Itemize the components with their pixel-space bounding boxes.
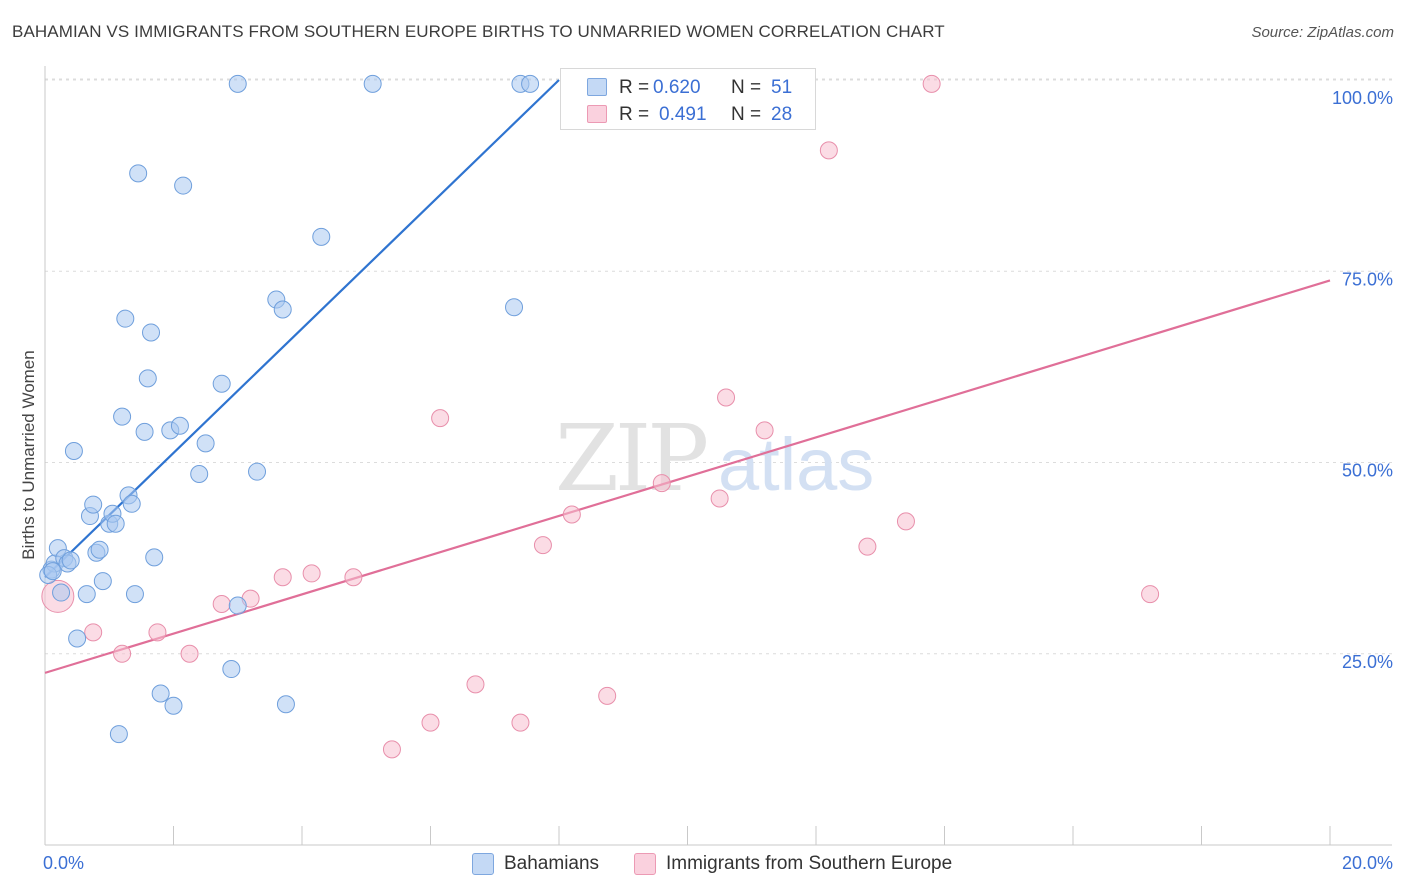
- point-bahamians[interactable]: [90, 540, 109, 559]
- point-bahamians[interactable]: [142, 323, 161, 342]
- watermark-atlas: atlas: [718, 423, 874, 506]
- point-bahamians[interactable]: [228, 74, 247, 93]
- point-immigrants[interactable]: [858, 537, 877, 556]
- point-bahamians[interactable]: [196, 434, 215, 453]
- bahamians-legend-swatch: [472, 853, 494, 875]
- watermark-zip: ZIP: [555, 405, 706, 512]
- y-tick-label: 50.0%: [1342, 461, 1393, 481]
- point-bahamians[interactable]: [77, 585, 96, 604]
- source-label: Source: ZipAtlas.com: [1251, 24, 1394, 41]
- point-immigrants[interactable]: [1141, 585, 1160, 604]
- bahamians-legend-label: Bahamians: [504, 853, 600, 874]
- point-bahamians[interactable]: [116, 309, 135, 328]
- point-immigrants[interactable]: [180, 644, 199, 663]
- point-immigrants[interactable]: [922, 74, 941, 93]
- y-tick-label: 100.0%: [1332, 88, 1393, 108]
- point-immigrants[interactable]: [212, 595, 231, 614]
- grid-layer: [45, 78, 1392, 655]
- point-bahamians[interactable]: [138, 369, 157, 388]
- point-immigrants[interactable]: [717, 388, 736, 407]
- point-immigrants[interactable]: [533, 536, 552, 555]
- point-bahamians[interactable]: [248, 462, 267, 481]
- y-axis-label: Births to Unmarried Women: [19, 350, 38, 559]
- n-label: N =: [731, 77, 762, 98]
- n-value: 28: [771, 104, 793, 125]
- point-immigrants[interactable]: [755, 421, 774, 440]
- point-immigrants[interactable]: [562, 505, 581, 524]
- point-bahamians[interactable]: [222, 660, 241, 679]
- point-bahamians[interactable]: [64, 442, 83, 461]
- point-bahamians[interactable]: [68, 629, 87, 648]
- point-bahamians[interactable]: [276, 695, 295, 714]
- point-bahamians[interactable]: [43, 562, 62, 581]
- point-immigrants[interactable]: [710, 489, 729, 508]
- point-bahamians[interactable]: [228, 596, 247, 615]
- stats-legend: R = 0.620 N = 51 R = 0.491 N = 28: [560, 68, 816, 130]
- point-immigrants[interactable]: [302, 564, 321, 583]
- point-bahamians[interactable]: [212, 374, 231, 393]
- point-immigrants[interactable]: [652, 474, 671, 493]
- point-immigrants[interactable]: [382, 740, 401, 759]
- point-bahamians[interactable]: [151, 684, 170, 703]
- point-bahamians[interactable]: [312, 227, 331, 246]
- point-bahamians[interactable]: [52, 583, 71, 602]
- point-bahamians[interactable]: [106, 514, 125, 533]
- point-bahamians[interactable]: [84, 495, 103, 514]
- x-tick-label-max: 20.0%: [1342, 853, 1393, 873]
- immigrants-swatch: [587, 105, 607, 123]
- point-immigrants[interactable]: [421, 713, 440, 732]
- point-bahamians[interactable]: [164, 696, 183, 715]
- point-bahamians[interactable]: [122, 494, 141, 513]
- point-bahamians[interactable]: [174, 176, 193, 195]
- r-label: R =: [619, 77, 650, 98]
- n-value: 51: [771, 77, 793, 98]
- point-bahamians[interactable]: [135, 422, 154, 441]
- trend-line-bahamians: [44, 79, 560, 579]
- point-immigrants[interactable]: [344, 568, 363, 587]
- point-bahamians[interactable]: [125, 585, 144, 604]
- trend-line-immigrants: [44, 279, 1331, 674]
- point-bahamians[interactable]: [145, 548, 164, 567]
- point-immigrants[interactable]: [819, 141, 838, 160]
- point-immigrants[interactable]: [598, 686, 617, 705]
- point-bahamians[interactable]: [273, 300, 292, 319]
- point-immigrants[interactable]: [431, 409, 450, 428]
- y-tick-label: 25.0%: [1342, 652, 1393, 672]
- y-tick-label: 75.0%: [1342, 269, 1393, 289]
- immigrants-legend-label: Immigrants from Southern Europe: [666, 853, 953, 874]
- point-immigrants[interactable]: [511, 713, 530, 732]
- chart-title: BAHAMIAN VS IMMIGRANTS FROM SOUTHERN EUR…: [12, 22, 945, 41]
- points-layer: [39, 74, 1160, 759]
- point-bahamians[interactable]: [113, 407, 132, 426]
- point-immigrants[interactable]: [84, 623, 103, 642]
- r-value: 0.491: [659, 104, 707, 125]
- trend-layer: [44, 79, 1331, 674]
- point-bahamians[interactable]: [61, 551, 80, 570]
- point-bahamians[interactable]: [129, 164, 148, 183]
- immigrants-legend-swatch: [634, 853, 656, 875]
- point-bahamians[interactable]: [93, 572, 112, 591]
- point-bahamians[interactable]: [190, 464, 209, 483]
- point-immigrants[interactable]: [466, 675, 485, 694]
- point-immigrants[interactable]: [273, 568, 292, 587]
- point-immigrants[interactable]: [896, 512, 915, 531]
- point-bahamians[interactable]: [109, 725, 128, 744]
- r-label: R =: [619, 104, 650, 125]
- point-bahamians[interactable]: [363, 74, 382, 93]
- point-bahamians[interactable]: [170, 416, 189, 435]
- bahamians-swatch: [587, 78, 607, 96]
- x-tick-label-min: 0.0%: [43, 853, 84, 873]
- n-label: N =: [731, 104, 762, 125]
- point-immigrants[interactable]: [148, 623, 167, 642]
- point-bahamians[interactable]: [521, 74, 540, 93]
- point-immigrants[interactable]: [113, 644, 132, 663]
- point-bahamians[interactable]: [505, 298, 524, 317]
- axis-layer: 25.0% 50.0% 75.0% 100.0% 0.0% 20.0%: [43, 66, 1393, 873]
- r-value: 0.620: [653, 77, 701, 98]
